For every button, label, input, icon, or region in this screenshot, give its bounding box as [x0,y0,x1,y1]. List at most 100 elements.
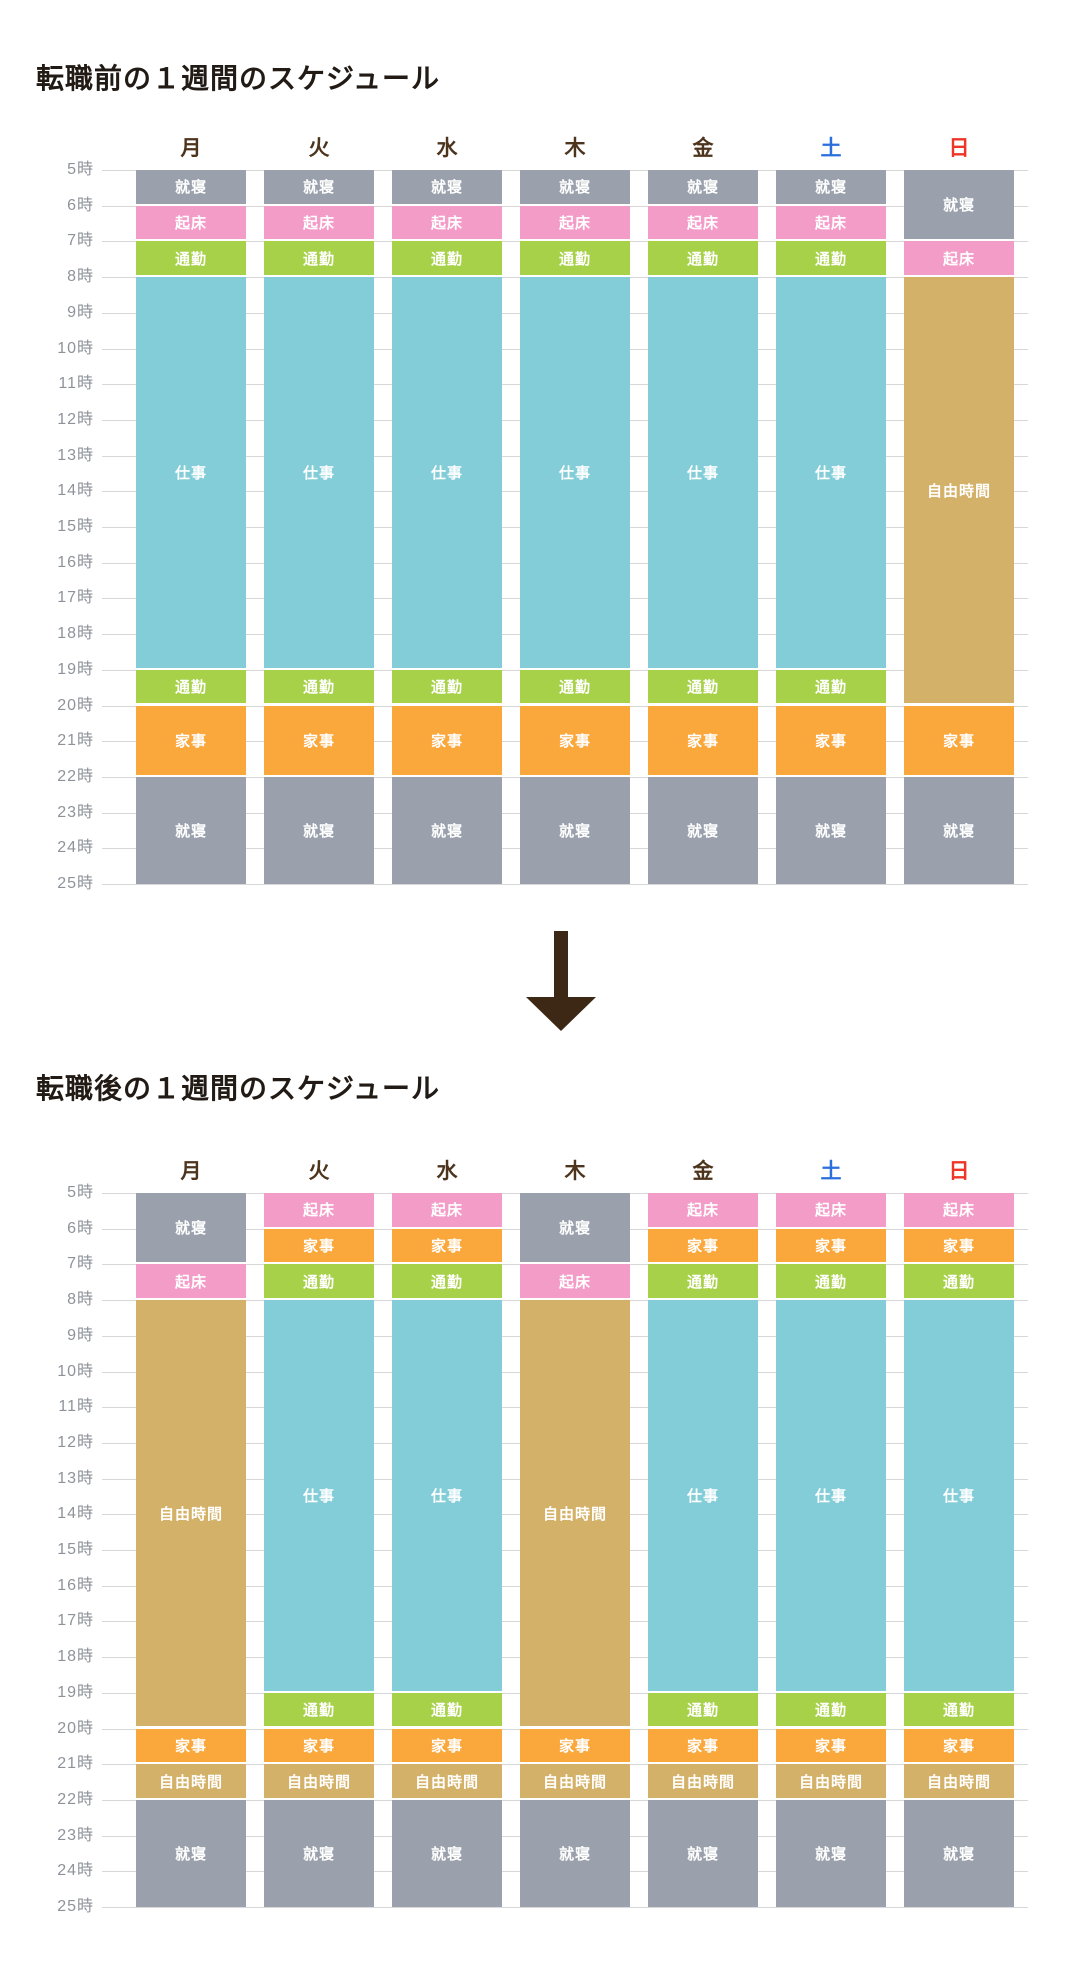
schedule-block: 通勤 [392,241,502,278]
schedule-column: 就寝 起床 自由時間 家事 就寝 [904,170,1014,884]
schedule-block: 就寝 [392,1799,502,1907]
day-header: 土 [820,137,842,160]
schedule-block: 起床 [904,241,1014,278]
block-label: 家事 [302,1737,335,1755]
schedule-column: 就寝 起床 通勤 仕事 通勤 家事 就寝 [776,170,886,884]
block-label: 家事 [430,1238,463,1256]
schedule-block: 自由時間 [520,1764,630,1800]
schedule-block: 起床 [264,205,374,242]
block-label: 通勤 [814,1702,847,1720]
schedule-block: 自由時間 [392,1764,502,1800]
schedule-block: 通勤 [264,1692,374,1729]
schedule-block: 通勤 [776,241,886,278]
day-header: 金 [692,137,714,160]
schedule-block: 通勤 [136,241,246,278]
schedule-block: 就寝 [648,776,758,884]
block-label: 起床 [686,1202,719,1220]
schedule-column: 就寝 起床 自由時間 家事 自由時間 就寝 [520,1193,630,1907]
time-tick-label: 18時 [57,625,94,643]
schedule-block: 就寝 [648,170,758,206]
time-tick-label: 8時 [67,1291,94,1309]
schedule-block: 就寝 [648,1799,758,1907]
schedule-column: 起床 家事 通勤 仕事 通勤 家事 自由時間 就寝 [904,1193,1014,1907]
block-label: 通勤 [430,1273,463,1291]
time-tick-label: 13時 [57,446,94,464]
block-label: 通勤 [686,1702,719,1720]
schedule-block: 家事 [392,705,502,777]
schedule-block: 仕事 [776,277,886,670]
schedule-block: 家事 [520,1728,630,1765]
block-label: 就寝 [302,179,335,197]
schedule-block: 家事 [392,1728,502,1765]
block-label: 通勤 [430,1702,463,1720]
block-label: 起床 [174,215,207,233]
block-label: 自由時間 [414,1773,479,1791]
schedule-block: 家事 [264,1228,374,1265]
day-header: 木 [564,1160,586,1183]
schedule-block: 家事 [648,705,758,777]
block-label: 起床 [942,1202,975,1220]
block-label: 就寝 [174,1220,207,1238]
block-label: 起床 [302,215,335,233]
time-tick-label: 17時 [57,589,94,607]
time-tick-label: 12時 [57,410,94,428]
block-label: 起床 [814,215,847,233]
block-label: 仕事 [302,1487,335,1505]
schedule-block: 通勤 [136,669,246,706]
gridline [102,1907,1028,1908]
schedule-block: 通勤 [264,1264,374,1301]
schedule-column: 就寝 起床 自由時間 家事 自由時間 就寝 [136,1193,246,1907]
block-label: 仕事 [814,1487,847,1505]
block-label: 家事 [814,732,847,750]
block-label: 就寝 [558,179,591,197]
block-label: 仕事 [558,464,591,482]
time-tick-label: 14時 [57,1505,94,1523]
schedule-block: 起床 [904,1193,1014,1229]
schedule-block: 仕事 [520,277,630,670]
block-label: 自由時間 [286,1773,351,1791]
block-label: 家事 [814,1238,847,1256]
time-tick-label: 11時 [58,1398,94,1416]
block-label: 就寝 [558,1845,591,1863]
schedule-block: 家事 [776,1228,886,1265]
schedule-block: 就寝 [520,776,630,884]
schedule-column: 起床 家事 通勤 仕事 通勤 家事 自由時間 就寝 [264,1193,374,1907]
gridline [102,884,1028,885]
schedule-block: 家事 [776,705,886,777]
time-tick-label: 19時 [57,660,94,678]
block-label: 通勤 [558,679,591,697]
block-label: 家事 [302,732,335,750]
schedule-block: 通勤 [904,1264,1014,1301]
block-label: 就寝 [942,822,975,840]
schedule-block: 就寝 [520,1193,630,1265]
time-tick-label: 10時 [57,1362,94,1380]
schedule-block: 家事 [904,705,1014,777]
time-tick-label: 22時 [57,767,94,785]
schedule-block: 通勤 [776,1692,886,1729]
time-tick-label: 22時 [57,1790,94,1808]
time-tick-label: 24時 [57,839,94,857]
schedule-block: 家事 [136,1728,246,1765]
day-header: 火 [308,1160,330,1183]
block-label: 自由時間 [542,1773,607,1791]
time-tick-label: 21時 [57,1755,94,1773]
schedule-block: 通勤 [648,1692,758,1729]
block-label: 自由時間 [158,1773,223,1791]
time-tick-label: 24時 [57,1862,94,1880]
schedule-block: 通勤 [520,669,630,706]
schedule-block: 起床 [776,205,886,242]
block-label: 起床 [558,1273,591,1291]
schedule-block: 家事 [904,1728,1014,1765]
day-header: 月 [180,1160,202,1183]
schedule-block: 仕事 [648,1300,758,1693]
block-label: 通勤 [686,250,719,268]
day-header: 月 [180,137,202,160]
time-tick-label: 5時 [67,1184,94,1201]
block-label: 仕事 [942,1487,975,1505]
block-label: 通勤 [814,1273,847,1291]
schedule-column: 就寝 起床 通勤 仕事 通勤 家事 就寝 [392,170,502,884]
schedule-block: 仕事 [648,277,758,670]
schedule-block: 起床 [392,1193,502,1229]
time-tick-label: 8時 [67,268,94,286]
chart-title: 転職前の１週間のスケジュール [36,63,441,94]
